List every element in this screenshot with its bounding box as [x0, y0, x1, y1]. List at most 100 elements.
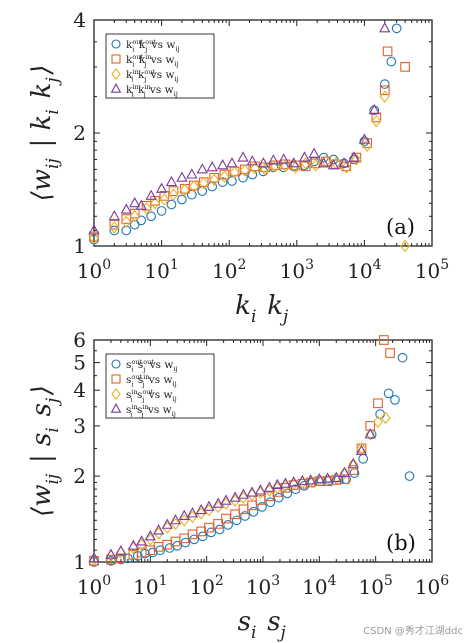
data-point [338, 466, 351, 478]
data-point [121, 225, 132, 236]
data-point [400, 62, 410, 72]
data-point [136, 215, 147, 226]
data-point [150, 196, 161, 210]
y-tick-label: 3 [73, 414, 86, 438]
data-point [166, 199, 177, 210]
data-point [327, 159, 340, 170]
data-point [120, 203, 132, 214]
legend-marker [110, 83, 122, 93]
x-tick-label: 103 [280, 257, 314, 283]
y-tick-label: 2 [73, 121, 86, 145]
data-point [186, 168, 198, 179]
legend-entry: sin i sin j vs wij [126, 403, 177, 419]
data-point [229, 166, 240, 179]
watermark: CSDN @秀才江湖ddc [363, 626, 463, 637]
data-point [267, 154, 280, 165]
data-point [156, 206, 167, 216]
y-tick-label: 4 [73, 8, 86, 32]
data-point [170, 517, 181, 531]
data-point [198, 176, 209, 190]
data-point [213, 519, 224, 529]
data-point [300, 161, 311, 172]
data-point [264, 484, 275, 497]
data-point [109, 225, 120, 236]
data-point [386, 56, 397, 67]
data-point [271, 478, 284, 490]
data-point [379, 90, 390, 103]
data-point [136, 538, 147, 551]
data-point [116, 553, 126, 564]
data-point [177, 194, 187, 205]
y-tick-label: 1 [73, 234, 86, 258]
data-point [265, 497, 276, 508]
data-point [159, 193, 170, 206]
data-point [304, 474, 317, 485]
data-point [227, 176, 237, 186]
data-point [209, 173, 220, 187]
data-point [230, 509, 240, 520]
data-point [383, 388, 394, 399]
data-point [203, 503, 215, 517]
data-point [246, 486, 258, 497]
data-point [165, 175, 178, 187]
series-4 [88, 428, 376, 563]
data-point [155, 182, 168, 193]
legend-entry: sout i sout j vs wij [126, 358, 179, 374]
data-point [379, 335, 389, 345]
data-point [322, 473, 333, 486]
data-point [123, 553, 133, 564]
data-point [196, 163, 208, 174]
x-tick-label: 105 [358, 573, 392, 599]
data-point [373, 398, 383, 409]
legend-marker [111, 39, 121, 49]
data-point [146, 211, 156, 222]
data-point [186, 507, 199, 518]
x-tick-label: 100 [77, 257, 111, 283]
data-point [348, 465, 359, 475]
data-point [187, 510, 198, 524]
data-point [391, 23, 402, 34]
data-point [287, 476, 300, 487]
data-point [135, 535, 148, 546]
data-point [144, 530, 156, 541]
data-point [318, 157, 330, 168]
data-point [379, 22, 391, 33]
data-point [313, 472, 325, 484]
data-point [248, 506, 259, 517]
legend-marker [111, 388, 121, 400]
legend-entry: sin i sout j vs wij [126, 388, 178, 404]
data-point [341, 161, 352, 174]
x-tick-label: 100 [77, 573, 111, 599]
data-point [187, 529, 198, 540]
data-point [247, 488, 258, 502]
x-tick-label: 101 [144, 257, 178, 283]
data-point [152, 524, 165, 535]
data-point [231, 515, 242, 526]
data-point [280, 160, 291, 173]
data-point [278, 153, 290, 164]
data-point [212, 497, 224, 508]
data-point [150, 195, 160, 206]
x-tick-label: 103 [246, 573, 280, 599]
data-point [214, 524, 225, 535]
data-point [355, 444, 368, 455]
data-point [310, 158, 321, 169]
data-point [106, 554, 116, 565]
data-point [296, 474, 309, 486]
data-point [88, 231, 100, 245]
legend-marker [111, 374, 121, 384]
legend-entry: kin i kin j vs wij [126, 83, 179, 99]
y-axis-label: ⟨wij | ki kj ⟩ [27, 65, 62, 202]
data-point [189, 534, 200, 545]
data-point [109, 221, 120, 234]
data-point [145, 533, 156, 546]
data-point [397, 352, 408, 363]
data-point [168, 186, 179, 196]
data-point [204, 522, 214, 533]
data-point [351, 153, 362, 166]
data-point [179, 514, 190, 527]
legend: sout i sout j vs wij sout i sin j vs wij sin… [105, 353, 215, 419]
legend-box [105, 33, 215, 99]
data-point [364, 428, 376, 439]
data-point [263, 481, 276, 492]
